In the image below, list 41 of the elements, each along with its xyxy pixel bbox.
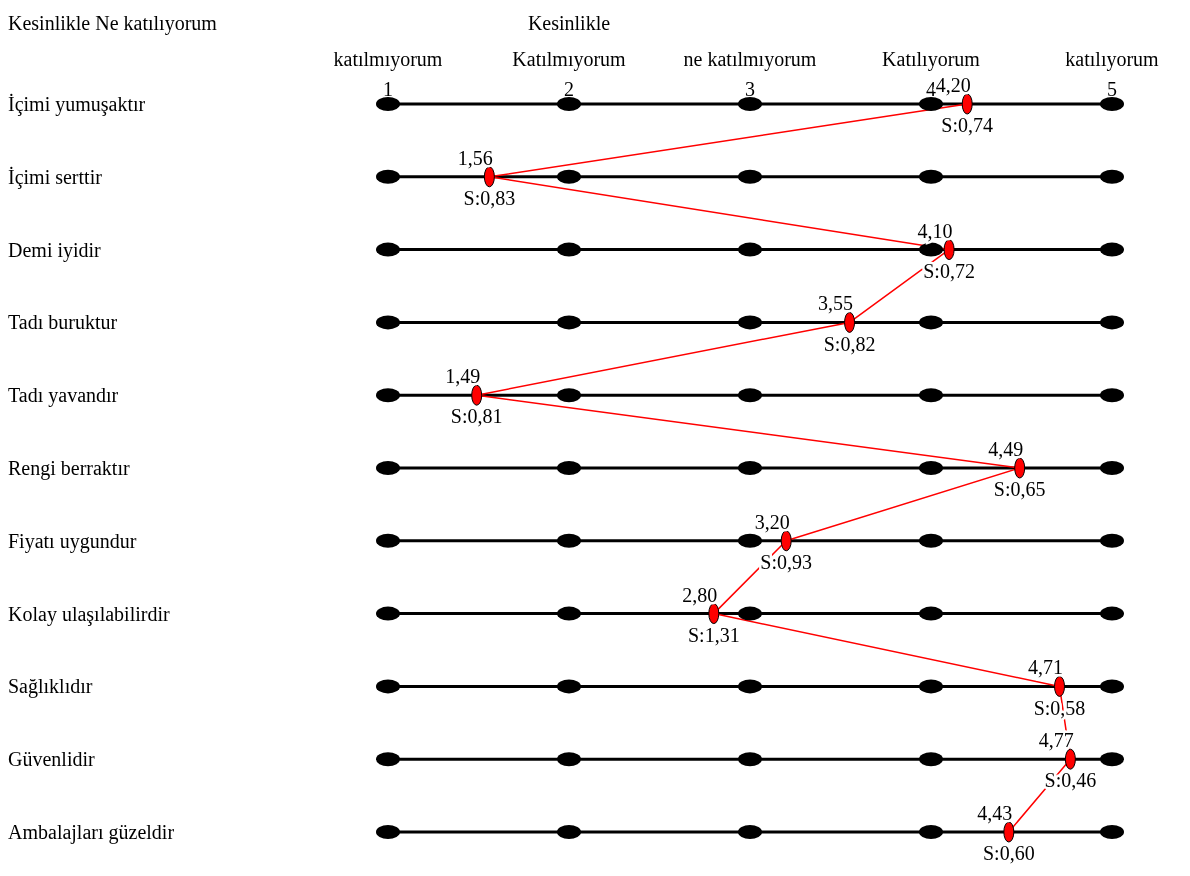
y-tick-label: Sağlıklıdır	[8, 675, 93, 699]
annotation: S:1,31	[687, 623, 740, 646]
annotation: S:0,74	[941, 114, 994, 137]
data-label: 4,10	[917, 219, 953, 242]
y-tick-label: Kolay ulaşılabilirdir	[8, 602, 170, 626]
x2-tick-label: 4	[926, 78, 936, 100]
data-label: 3,20	[754, 510, 790, 533]
annotation: S:0,82	[823, 332, 876, 355]
x2-tick-label: 1	[383, 78, 393, 100]
data-label: 1,56	[457, 146, 493, 169]
annotation: S:0,60	[982, 842, 1035, 865]
y-tick-label: İçimi yumuşaktır	[8, 93, 146, 116]
text: Kesinlikle	[526, 12, 612, 35]
data-label: 4,43	[977, 802, 1013, 824]
y-tick-label: Tadı yavandır	[8, 384, 119, 408]
annotation: S:0,83	[463, 187, 516, 209]
y-tick-label: Fiyatı uygundur	[8, 529, 137, 553]
text: Kesinlikle Ne katılıyorum	[8, 12, 217, 35]
data-label: 1,49	[445, 365, 481, 388]
data-label: 2,80	[682, 583, 718, 606]
annotation: Katılmıyorum	[511, 48, 627, 71]
y-tick-label: Rengi berraktır	[8, 457, 130, 480]
y-tick-label: Ambalajları güzeldir	[8, 821, 175, 844]
y-tick-label: Demi iyidir	[8, 238, 102, 262]
data-label: 4,20	[935, 74, 971, 96]
x2-tick-label: 2	[564, 78, 574, 100]
annotation: ne katılmıyorum	[682, 48, 818, 71]
data-label: 4,71	[1028, 656, 1064, 679]
x2-tick-label: 5	[1107, 78, 1117, 100]
annotation: S:0,81	[450, 405, 503, 428]
y-tick-label: Tadı buruktur	[8, 311, 118, 334]
y-tick-label: İçimi serttir	[8, 165, 103, 189]
data-label: 4,49	[988, 438, 1024, 460]
x2-tick-label: 3	[745, 78, 755, 100]
annotation: S:0,65	[993, 478, 1046, 501]
y-tick-label: Güvenlidir	[8, 748, 95, 771]
text: katılmıyorum	[332, 48, 444, 71]
annotation: Katılıyorum	[881, 48, 981, 71]
annotation: katılıyorum	[1064, 48, 1160, 71]
annotation: S:0,72	[923, 259, 975, 282]
data-label: 3,55	[818, 292, 854, 315]
